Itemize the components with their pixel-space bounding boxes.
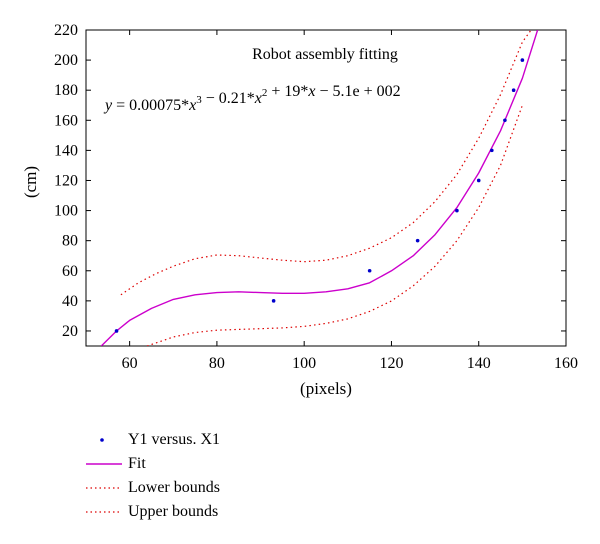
y-tick-label: 60 <box>62 263 78 280</box>
y-tick-label: 200 <box>54 52 78 69</box>
fit-equation: y = 0.00075*x3 − 0.21*x2 + 19*x − 5.1e +… <box>103 83 401 114</box>
legend-swatch-points <box>86 434 122 446</box>
x-tick-label: 60 <box>122 355 138 372</box>
legend-label-fit: Fit <box>128 455 146 472</box>
fit-line <box>100 30 539 346</box>
eq-power-2: 2 <box>262 87 268 99</box>
y-axis-title: (cm) <box>21 166 40 198</box>
x-tick-label: 80 <box>209 355 225 372</box>
data-point <box>271 299 276 303</box>
chart-title: Robot assembly fitting <box>252 46 398 63</box>
eq-lhs: y <box>103 97 113 114</box>
data-point <box>520 58 525 62</box>
legend: Y1 versus. X1 Fit Lower bounds Upper bou… <box>86 428 220 524</box>
data-point <box>455 208 459 213</box>
y-tick-label: 140 <box>54 142 78 159</box>
eq-power-3: 3 <box>196 94 202 106</box>
bounds-line-2 <box>146 104 523 346</box>
y-tick-label: 180 <box>54 82 78 99</box>
legend-swatch-fit <box>86 458 122 470</box>
y-tick-label: 80 <box>62 233 78 250</box>
data-point <box>511 88 516 92</box>
data-point <box>415 238 420 243</box>
x-tick-label: 120 <box>379 355 403 372</box>
data-point <box>503 118 507 123</box>
eq-x: x <box>254 90 262 107</box>
legend-swatch-upper <box>86 506 122 518</box>
y-tick-label: 220 <box>54 22 78 39</box>
y-tick-label: 160 <box>54 112 78 129</box>
eq-constant: − 5.1e + 002 <box>316 83 401 100</box>
legend-label-points: Y1 versus. X1 <box>128 431 220 448</box>
x-axis-title: (pixels) <box>300 379 352 398</box>
eq-coef-1: + 19* <box>267 83 308 100</box>
y-tick-label: 40 <box>62 293 78 310</box>
y-tick-label: 100 <box>54 203 78 220</box>
x-tick-label: 160 <box>554 355 578 372</box>
eq-coef-3: = 0.00075* <box>112 97 189 114</box>
data-point <box>490 148 494 153</box>
y-tick-label: 120 <box>54 172 78 189</box>
legend-entry-lower: Lower bounds <box>86 476 220 500</box>
data-point <box>367 268 372 273</box>
x-tick-label: 140 <box>467 355 491 372</box>
eq-x: x <box>307 83 315 100</box>
series-group <box>100 30 539 346</box>
legend-label-lower: Lower bounds <box>128 479 220 496</box>
chart-svg: 60 80 100 120 140 160 20 40 60 80 100 120 140 160 180 2… <box>21 22 578 398</box>
data-point <box>476 178 481 183</box>
y-tick-label: 20 <box>62 323 78 340</box>
legend-label-upper: Upper bounds <box>128 503 219 520</box>
plot-area: 60 80 100 120 140 160 20 40 60 80 100 120 140 160 180 2… <box>21 22 578 398</box>
legend-entry-fit: Fit <box>86 452 220 476</box>
eq-x: x <box>188 97 196 114</box>
eq-coef-2: − 0.21* <box>202 90 255 107</box>
legend-swatch-lower <box>86 482 122 494</box>
x-tick-label: 100 <box>292 355 316 372</box>
data-point <box>114 329 119 333</box>
plot-frame <box>85 29 567 347</box>
bounds-line-3 <box>120 30 532 296</box>
legend-entry-upper: Upper bounds <box>86 500 220 524</box>
legend-entry-points: Y1 versus. X1 <box>86 428 220 452</box>
